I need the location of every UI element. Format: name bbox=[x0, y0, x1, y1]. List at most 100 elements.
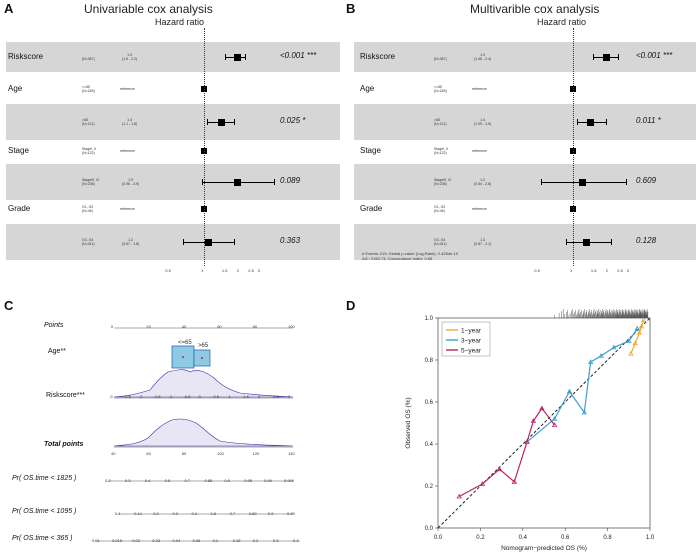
riskscore-tick: 3 bbox=[288, 394, 291, 399]
points-tick: 100 bbox=[288, 324, 295, 329]
nomogram-label-total-points: Total points bbox=[44, 441, 84, 448]
forest-row-hr: 1.2 (0.54 - 2.8) bbox=[474, 178, 492, 186]
age-box-label-le65: <=65 bbox=[178, 340, 192, 346]
riskscore-tick: -0.5 bbox=[183, 394, 191, 399]
nomogram-label-pr-1095: Pr( OS.time < 1095 ) bbox=[12, 508, 77, 515]
pr1825-tick: 0.99 bbox=[264, 478, 272, 483]
forest-reference-line bbox=[573, 28, 574, 266]
forest-row-reference: reference bbox=[120, 87, 135, 91]
y-tick-label: 0.8 bbox=[425, 358, 434, 364]
pr1095-tick: 0.82 bbox=[248, 511, 257, 516]
pr1825-tick: 0.3 bbox=[124, 478, 131, 483]
total-points-tick: 60 bbox=[146, 451, 151, 456]
pr365-tick: 0.01 bbox=[92, 538, 100, 543]
forest-p-value: 0.089 bbox=[280, 176, 301, 185]
forest-row-hr: 1.2 (0.67 - 1.8) bbox=[122, 238, 140, 246]
panel-b-title: Multivarible cox analysis bbox=[470, 2, 600, 16]
pr365-tick: 0.2 bbox=[252, 538, 259, 543]
forest-axis-tick: 2 bbox=[236, 268, 239, 273]
calibration-line-2 bbox=[526, 328, 638, 443]
forest-row-n: >65 (N=112) bbox=[82, 118, 95, 126]
calibration-point bbox=[628, 350, 634, 356]
forest-row-n: G1, G2 (N=46) bbox=[82, 205, 94, 213]
calibration-point bbox=[636, 329, 643, 335]
forest-p-value: 0.011 * bbox=[636, 116, 661, 125]
forest-axis-tick: 2.5 bbox=[617, 268, 623, 273]
age-box-label-gt65: >65 bbox=[198, 343, 209, 349]
forest-p-value: 0.128 bbox=[636, 236, 657, 245]
pr1825-tick: 0.9 bbox=[224, 478, 230, 483]
forest-row-band bbox=[6, 42, 340, 72]
forest-ci-cap bbox=[565, 239, 567, 245]
pr1095-tick: 0.14 bbox=[134, 511, 142, 516]
forest-row-n: StageI, II (N=122) bbox=[434, 147, 449, 155]
forest-ci-cap bbox=[234, 239, 236, 245]
forest-axis-tick: 2.5 bbox=[248, 268, 254, 273]
pr365-tick: 0.04 bbox=[172, 538, 181, 543]
forest-row-n: StageIII, IV (N=235) bbox=[434, 178, 452, 186]
forest-row-label: Stage bbox=[360, 146, 381, 155]
forest-row-label: Grade bbox=[8, 204, 31, 213]
forest-axis-tick: 1 bbox=[570, 268, 573, 273]
pr365-tick: 0.03 bbox=[152, 538, 161, 543]
forest-row-band bbox=[6, 224, 340, 260]
riskscore-tick: -1.5 bbox=[153, 394, 161, 399]
pr1825-tick: 0.5 bbox=[164, 478, 171, 483]
forest-row-label: Age bbox=[360, 84, 375, 93]
nomogram-label-pr-1825: Pr( OS.time < 1825 ) bbox=[12, 475, 77, 482]
points-tick: 60 bbox=[217, 324, 222, 329]
points-tick: 40 bbox=[181, 324, 187, 329]
pr1095-tick: 0.2 bbox=[153, 511, 159, 516]
forest-row-hr: 1.4 (1.09 - 1.9) bbox=[474, 118, 492, 126]
forest-row-label: Stage bbox=[8, 146, 29, 155]
pr1825-tick: 0.2 bbox=[105, 478, 111, 483]
panel-b-footnote-2: AIC: 2160.73; Concordance Index: 0.65 bbox=[362, 256, 433, 261]
plot-frame bbox=[437, 317, 651, 529]
forest-row-band bbox=[354, 164, 696, 200]
pr1825-tick: 0.85 bbox=[204, 478, 213, 483]
y-axis-label: Observed OS (%) bbox=[405, 397, 412, 448]
forest-ci-cap bbox=[274, 179, 276, 185]
forest-axis-tick: 1 bbox=[201, 268, 204, 273]
forest-row-hr: 1.3 (0.87 - 2.1) bbox=[474, 238, 492, 246]
nomogram-label-points: Points bbox=[44, 322, 64, 329]
rug-marks bbox=[554, 309, 649, 318]
y-tick-label: 1.0 bbox=[425, 316, 434, 322]
riskscore-tick: -3 bbox=[109, 394, 113, 399]
forest-row-band bbox=[6, 104, 340, 140]
forest-ci-cap bbox=[201, 179, 203, 185]
pr365-tick: 0.02 bbox=[132, 538, 140, 543]
pr1825-tick: 0.95 bbox=[244, 478, 253, 483]
calibration-point bbox=[566, 388, 573, 394]
nomogram-label-age: Age** bbox=[48, 348, 66, 355]
calibration-line-1 bbox=[630, 319, 645, 354]
total-points-tick: 140 bbox=[288, 451, 295, 456]
nomogram-label-pr-365: Pr( OS.time < 365 ) bbox=[12, 535, 73, 542]
calibration-point bbox=[496, 466, 503, 472]
forest-ci-cap bbox=[577, 119, 579, 125]
forest-row-n: (N=357) bbox=[82, 57, 95, 61]
forest-row-band bbox=[354, 104, 696, 140]
forest-row-n: <=65 (N=245) bbox=[434, 85, 447, 93]
calibration-point bbox=[581, 409, 587, 415]
panel-a-title: Univariable cox analysis bbox=[84, 2, 213, 16]
forest-point bbox=[233, 178, 241, 186]
forest-row-n: G3, G4 (N=311) bbox=[434, 238, 447, 246]
forest-row-reference: reference bbox=[120, 207, 135, 211]
forest-row-reference: reference bbox=[472, 207, 487, 211]
panel-letter-c: C bbox=[4, 298, 14, 313]
y-tick-label: 0.6 bbox=[425, 400, 434, 406]
forest-point bbox=[233, 53, 241, 61]
riskscore-tick: 1 bbox=[228, 394, 231, 399]
forest-point bbox=[602, 53, 610, 61]
pr1825-tick: 0.4 bbox=[144, 478, 151, 483]
forest-row-band bbox=[354, 42, 696, 72]
forest-row-label: Riskscore bbox=[360, 52, 396, 61]
forest-axis-tick: 1.5 bbox=[221, 268, 228, 273]
riskscore-tick: -2 bbox=[138, 394, 143, 399]
forest-point bbox=[217, 118, 225, 126]
pr365-tick: 0.3 bbox=[272, 538, 279, 543]
forest-p-value: 0.609 bbox=[636, 176, 657, 185]
forest-point bbox=[586, 118, 594, 126]
forest-row-label: Age bbox=[8, 84, 23, 93]
